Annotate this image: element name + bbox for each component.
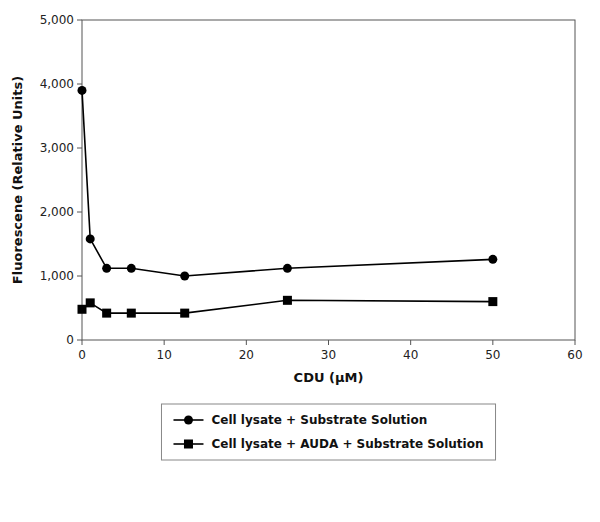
legend-swatch-marker [184, 440, 193, 449]
y-tick [77, 20, 82, 21]
data-point [102, 309, 111, 318]
x-tick [410, 340, 411, 345]
x-tick [82, 340, 83, 345]
x-tick [164, 340, 165, 345]
y-tick [77, 84, 82, 85]
y-tick-label: 4,000 [40, 77, 74, 91]
legend-item: Cell lysate + Substrate Solution [173, 413, 427, 427]
x-tick [246, 340, 247, 345]
series [78, 86, 498, 281]
legend: Cell lysate + Substrate Solution Cell lys… [161, 404, 495, 460]
x-tick-label: 30 [321, 348, 336, 362]
legend-item: Cell lysate + AUDA + Substrate Solution [173, 437, 483, 451]
data-point [283, 264, 292, 273]
data-point [180, 272, 189, 281]
y-tick [77, 212, 82, 213]
data-point [488, 255, 497, 264]
data-point [86, 234, 95, 243]
y-tick [77, 340, 82, 341]
x-tick [328, 340, 329, 345]
series-line [82, 90, 493, 276]
data-point [488, 297, 497, 306]
legend-label: Cell lysate + Substrate Solution [211, 413, 427, 427]
x-tick [575, 340, 576, 345]
data-point [78, 305, 87, 314]
data-point [78, 86, 87, 95]
y-tick-label: 5,000 [40, 13, 74, 27]
x-tick-label: 10 [157, 348, 172, 362]
legend-label: Cell lysate + AUDA + Substrate Solution [211, 437, 483, 451]
data-point [283, 296, 292, 305]
y-tick-label: 1,000 [40, 269, 74, 283]
y-tick-label: 3,000 [40, 141, 74, 155]
data-point [102, 264, 111, 273]
y-axis-label: Fluorescene (Relative Units) [10, 76, 25, 284]
data-point [127, 309, 136, 318]
y-tick [77, 148, 82, 149]
plot-area [78, 86, 498, 318]
page: {"chart_data": {"type": "line", "xlabel"… [0, 0, 600, 522]
x-tick-label: 0 [78, 348, 86, 362]
legend-swatch-marker [184, 416, 193, 425]
x-axis-label: CDU (μM) [294, 370, 364, 385]
x-tick [492, 340, 493, 345]
y-tick [77, 276, 82, 277]
legend-frame [161, 404, 495, 460]
y-tick-label: 0 [66, 333, 74, 347]
data-point [180, 309, 189, 318]
chart: 0 1,000 2,000 3,000 4,000 5,000 0 10 20 30 40 50 60 C… [0, 0, 600, 522]
data-point [86, 298, 95, 307]
x-tick-label: 20 [239, 348, 254, 362]
plot-frame [82, 20, 575, 340]
series [78, 296, 498, 318]
data-point [127, 264, 136, 273]
axes: 0 1,000 2,000 3,000 4,000 5,000 0 10 20 30 40 50 60 [40, 13, 583, 362]
x-tick-label: 50 [485, 348, 500, 362]
x-tick-label: 40 [403, 348, 418, 362]
x-tick-label: 60 [567, 348, 582, 362]
y-tick-label: 2,000 [40, 205, 74, 219]
